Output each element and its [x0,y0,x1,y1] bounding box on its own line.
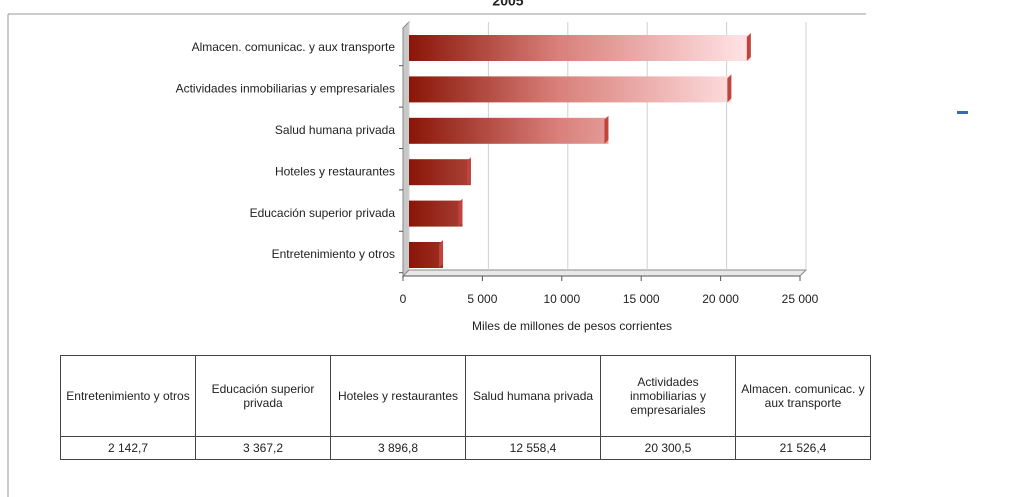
table-header-cell: Entretenimiento y otros [60,355,196,437]
bar [409,242,444,268]
x-tick-label: 20 000 [702,292,739,306]
floor [401,269,808,277]
table-header-cell: Almacen. comunicac. y aux transporte [735,355,871,437]
x-axis-label: Miles de millones de pesos corrientes [472,319,672,333]
chart-title: 2005 [492,0,523,9]
bar [409,117,609,144]
data-table: Entretenimiento y otros Educación superio… [60,355,871,460]
table-value-cell: 2 142,7 [60,436,196,460]
side-wall [402,20,410,278]
dash-icon [957,111,968,114]
x-tick-label: 25 000 [782,292,819,306]
bar [409,159,471,186]
table-value-row: 2 142,7 3 367,2 3 896,8 12 558,4 20 300,5 21 … [60,436,871,460]
table-header-row: Entretenimiento y otros Educación superio… [60,355,871,437]
x-tick-label: 5 000 [467,292,497,306]
table-header-cell: Salud humana privada [465,355,601,437]
bar-cap [746,33,751,61]
y-tick-label: Salud humana privada [275,123,395,137]
table-value-cell: 3 367,2 [195,436,331,460]
bar-cap [727,74,732,103]
y-tick-label: Educación superior privada [250,206,396,220]
bar [409,200,463,227]
bar-cap [458,198,463,227]
bar-cap [466,157,471,186]
y-tick-label: Actividades inmobiliarias y empresariale… [176,82,395,96]
bar [409,35,751,61]
y-tick-label: Entretenimiento y otros [272,247,395,261]
y-tick-label: Almacen. comunicac. y aux transporte [192,40,396,54]
table-value-cell: 20 300,5 [600,436,736,460]
table-value-cell: 3 896,8 [330,436,466,460]
x-tick-label: 10 000 [543,292,580,306]
table-header-cell: Educación superior privada [195,355,331,437]
table-value-cell: 12 558,4 [465,436,601,460]
x-tick-label: 0 [400,292,407,306]
table-value-cell: 21 526,4 [735,436,871,460]
table-header-cell: Hoteles y restaurantes [330,355,466,437]
table-header-cell: Actividades inmobiliarias y empresariale… [600,355,736,437]
bar [409,76,732,103]
bar-cap [439,240,444,268]
x-tick-label: 15 000 [623,292,660,306]
bar-cap [604,115,609,144]
y-tick-label: Hoteles y restaurantes [275,164,395,178]
